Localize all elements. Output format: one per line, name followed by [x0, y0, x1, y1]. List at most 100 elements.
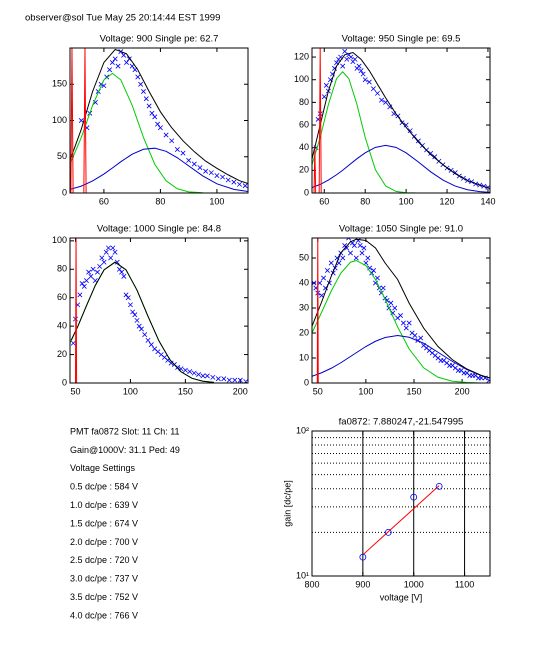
cross	[357, 243, 363, 248]
cross	[220, 174, 226, 180]
cross	[77, 292, 83, 298]
cross	[321, 94, 327, 100]
cross	[174, 147, 180, 152]
plot-content	[312, 48, 490, 193]
y-tick-label: 100	[294, 74, 309, 84]
y-tick-label: 10¹	[296, 570, 309, 580]
cross	[136, 323, 142, 329]
y-tick-label: 10²	[296, 425, 309, 435]
cross	[191, 370, 197, 376]
info-line: 2.0 dc/pe : 700 V	[70, 537, 138, 547]
cross	[197, 165, 203, 171]
cross	[237, 377, 243, 383]
cross	[168, 360, 174, 366]
plot-content	[312, 238, 490, 383]
cross	[109, 60, 115, 65]
curve	[74, 238, 78, 383]
plot-frame	[311, 430, 491, 577]
cross	[200, 373, 206, 379]
plot-frame	[69, 237, 249, 384]
plot-area	[312, 238, 490, 383]
cross	[324, 268, 330, 273]
header: observer@sol Tue May 25 20:14:44 EST 199…	[25, 13, 220, 24]
cross	[124, 60, 129, 65]
info-line: PMT fa0872 Slot: 11 Ch: 11	[70, 426, 180, 436]
curve	[312, 334, 490, 379]
cross	[107, 67, 113, 73]
y-tick-label: 40	[299, 142, 309, 152]
x-tick-label: 200	[233, 386, 248, 396]
curve	[312, 238, 490, 379]
x-tick-label: 50	[313, 386, 323, 396]
x-tick-label: 150	[178, 386, 193, 396]
cross	[243, 379, 248, 383]
plot-content	[359, 482, 443, 561]
x-tick-label: 150	[406, 386, 421, 396]
plot-area	[312, 431, 490, 576]
x-tick-label: 120	[440, 196, 455, 206]
cross	[112, 249, 118, 255]
cross	[110, 245, 116, 251]
point	[435, 482, 443, 490]
cross	[92, 99, 98, 105]
curve	[70, 261, 214, 383]
cross	[342, 48, 348, 54]
cross	[210, 374, 216, 380]
cross	[149, 110, 155, 116]
cross	[70, 340, 76, 346]
cross	[428, 150, 434, 156]
cross	[380, 285, 386, 291]
cross	[384, 298, 390, 303]
x-tick-label: 1100	[455, 579, 474, 589]
info-line: 0.5 dc/pe : 584 V	[70, 482, 138, 492]
cross	[101, 259, 107, 265]
y-tick-label: 100	[52, 235, 67, 245]
y-tick-label: 60	[57, 292, 67, 302]
y-tick-label: 0	[304, 377, 309, 387]
cross	[344, 56, 350, 62]
cross	[403, 122, 409, 128]
y-tick-label: 50	[57, 151, 67, 161]
y-tick-label: 10	[299, 352, 309, 362]
cross	[103, 249, 109, 255]
cross	[478, 375, 484, 381]
y-tick-label: 80	[57, 264, 67, 274]
curve	[70, 48, 87, 193]
info-line: 1.0 dc/pe : 639 V	[70, 500, 138, 510]
cross	[140, 89, 146, 94]
cross	[412, 333, 418, 338]
point	[410, 493, 418, 501]
cross	[225, 177, 231, 183]
cross	[152, 114, 158, 120]
curve	[70, 147, 248, 193]
info-line: 1.5 dc/pe : 674 V	[70, 518, 138, 528]
x-tick-label: 80	[360, 196, 370, 206]
y-tick-label: 20	[299, 327, 309, 337]
cross	[155, 121, 161, 127]
chart-title: Voltage: 1000 Single pe: 84.8	[97, 224, 221, 235]
cross	[142, 332, 148, 338]
x-tick-label: 60	[99, 196, 109, 206]
cross	[148, 342, 154, 348]
cross	[196, 371, 202, 377]
cross	[125, 295, 131, 301]
cross	[432, 154, 438, 160]
cross	[215, 376, 221, 382]
cross	[79, 281, 85, 286]
cross	[163, 132, 169, 138]
cross	[112, 56, 118, 62]
y-tick-label: 0	[62, 187, 67, 197]
cross	[203, 168, 209, 174]
cross	[344, 245, 350, 251]
cross	[221, 376, 227, 382]
x-tick-label: 140	[480, 196, 495, 206]
plot-area	[70, 238, 248, 383]
cross	[214, 173, 220, 179]
cross	[242, 183, 248, 189]
cross	[232, 377, 238, 383]
cross	[90, 266, 96, 272]
info-line: Voltage Settings	[70, 463, 136, 473]
info-line: 3.0 dc/pe : 737 V	[70, 574, 138, 584]
cross	[138, 326, 144, 332]
